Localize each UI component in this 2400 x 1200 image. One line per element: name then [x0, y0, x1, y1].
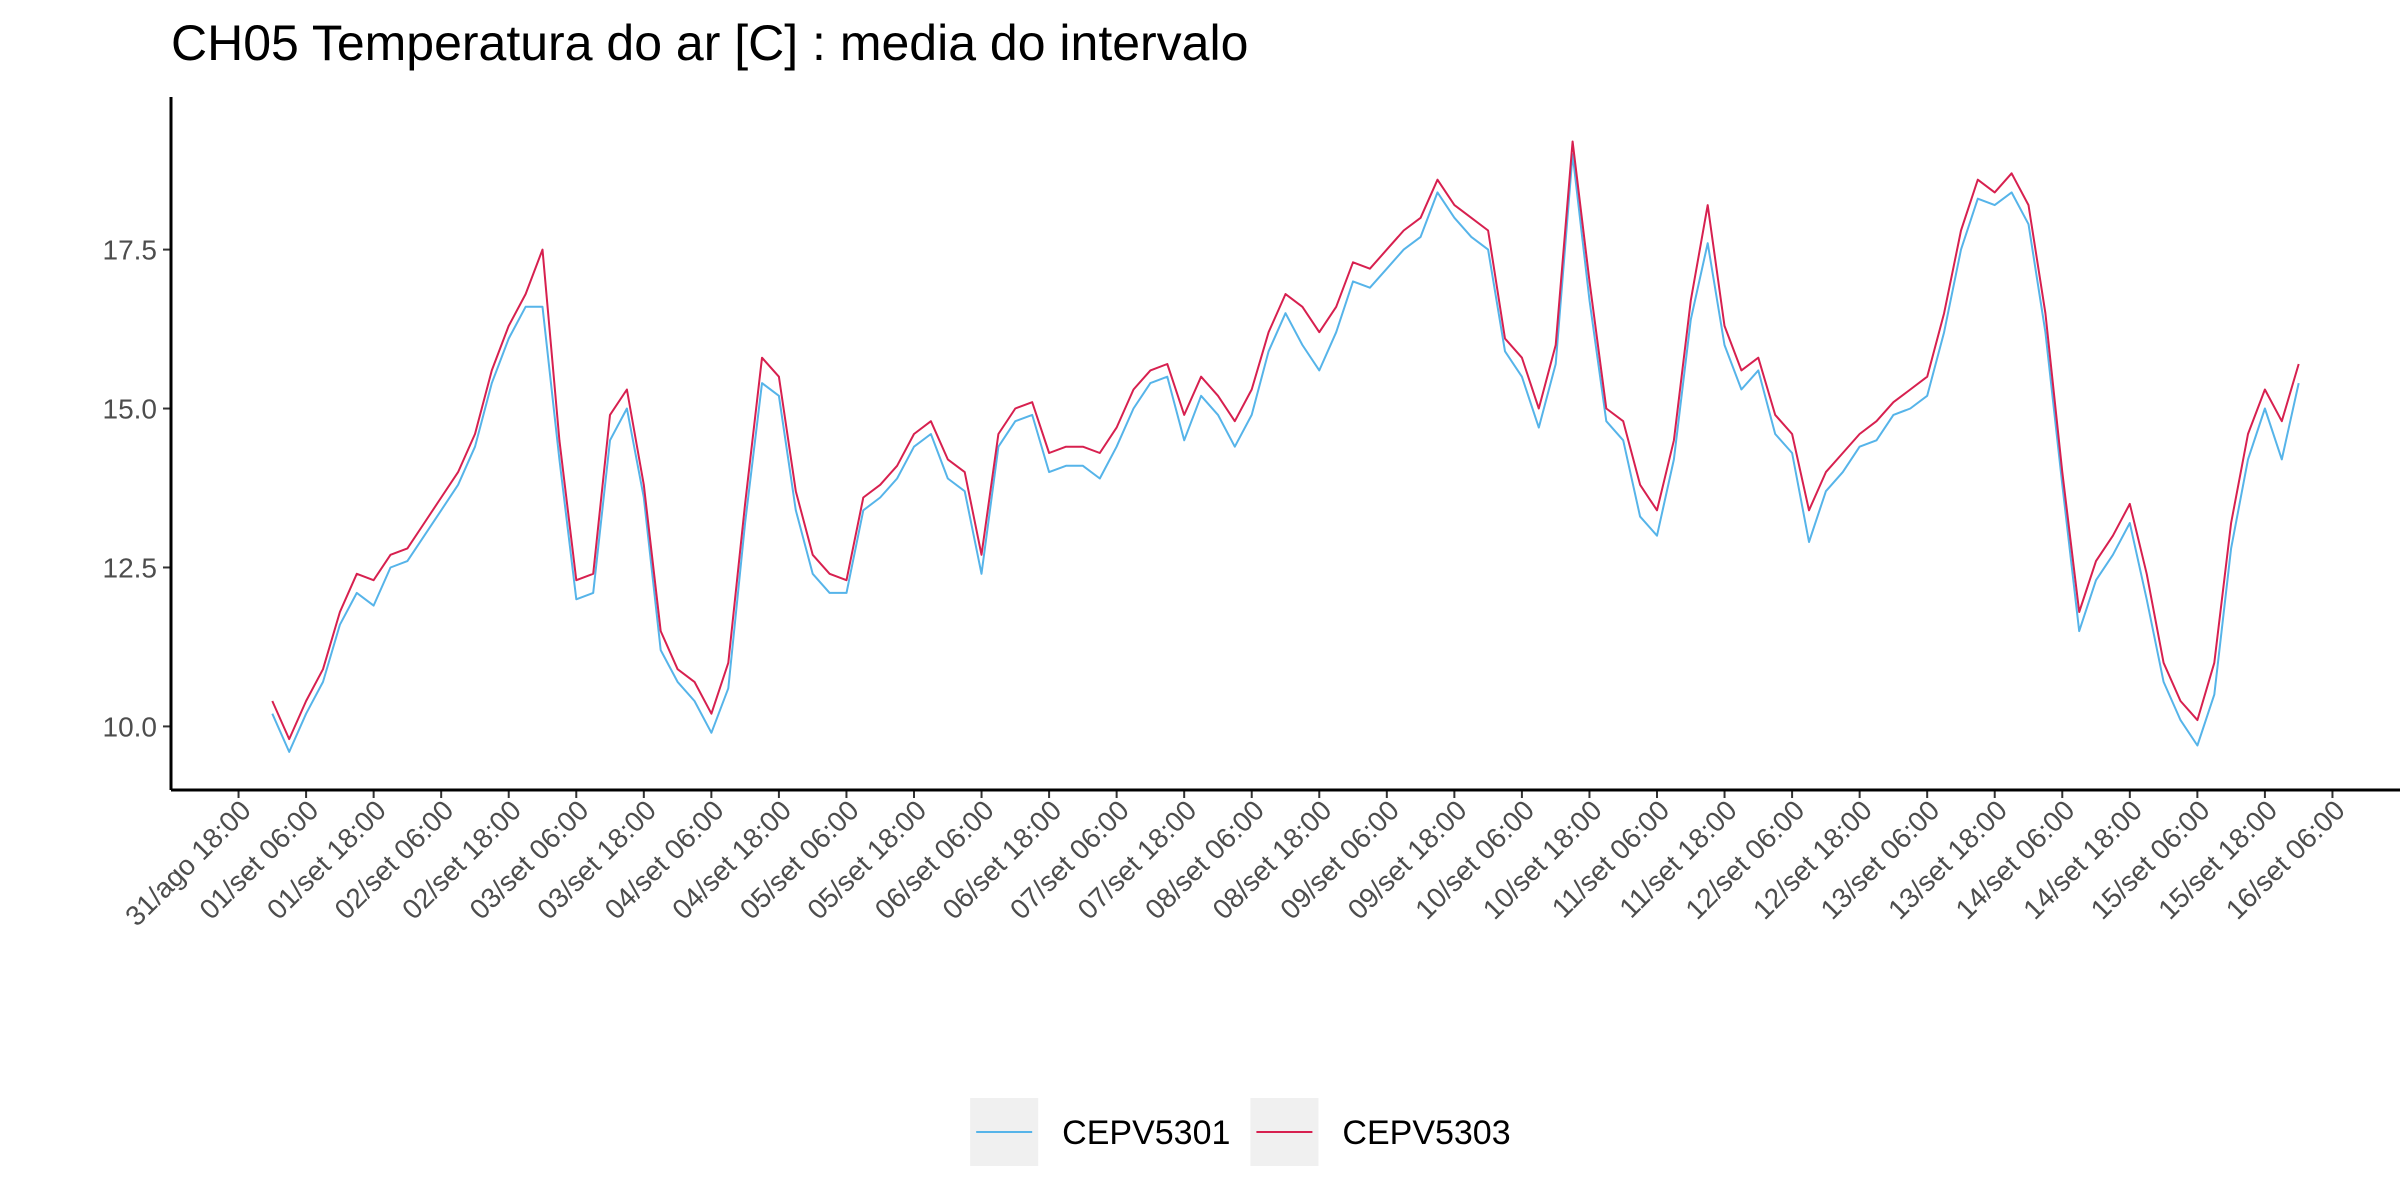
series-line — [271, 140, 2300, 741]
y-tick-label: 10.0 — [103, 711, 158, 742]
y-tick-label: 17.5 — [103, 235, 158, 266]
y-tick-label: 15.0 — [103, 394, 158, 425]
legend-label: CEPV5303 — [1342, 1114, 1510, 1152]
chart-title: CH05 Temperatura do ar [C] : media do in… — [171, 15, 1248, 71]
y-tick-label: 12.5 — [103, 552, 158, 583]
series-line — [271, 153, 2300, 753]
legend-label: CEPV5301 — [1062, 1114, 1230, 1152]
